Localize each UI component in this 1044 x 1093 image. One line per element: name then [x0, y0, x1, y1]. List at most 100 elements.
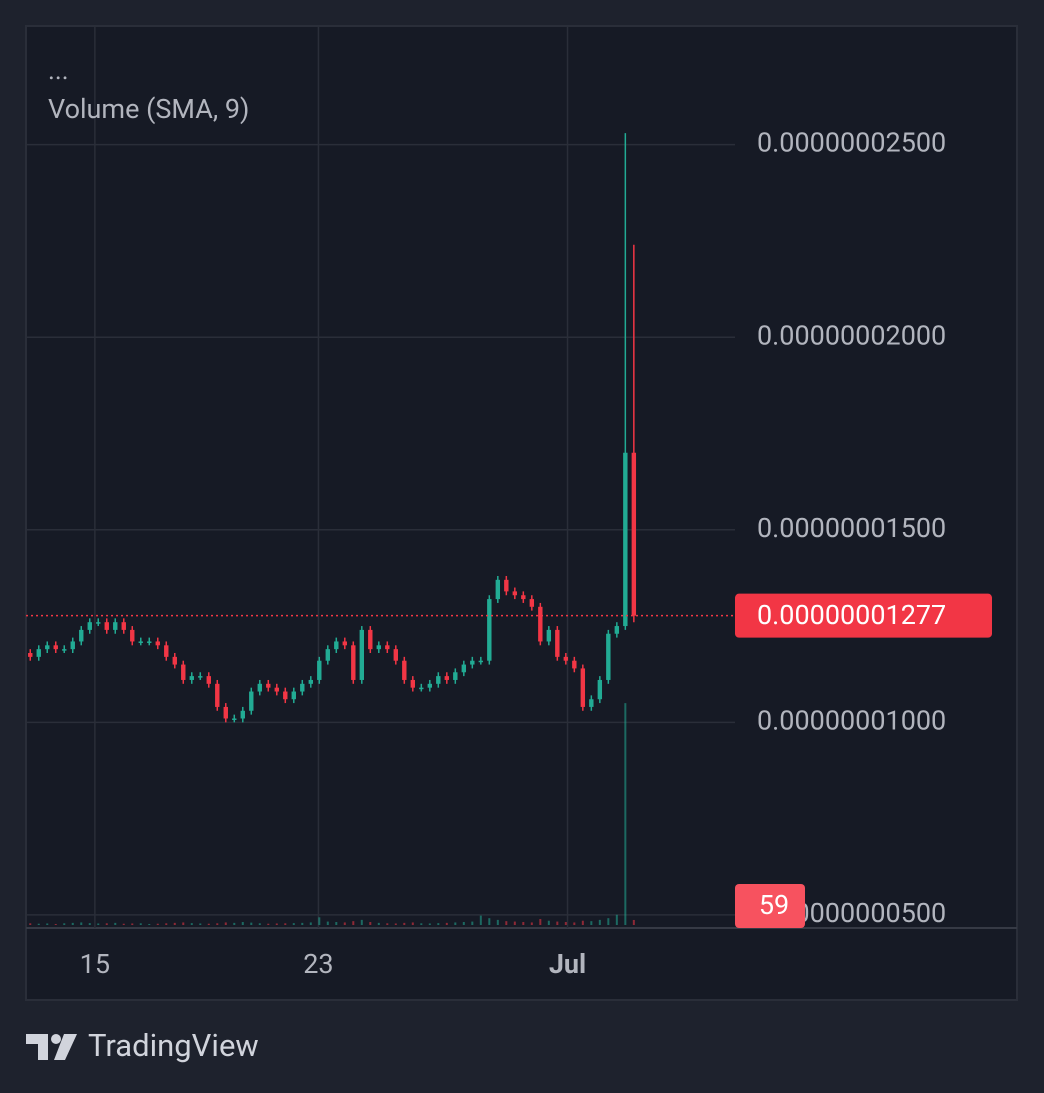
candle-body [631, 452, 637, 616]
volume-bar [556, 921, 559, 925]
candle-body [172, 656, 177, 665]
y-tick-label: 0.00000001000 [757, 704, 946, 736]
volume-bar [97, 923, 100, 925]
candle-body [478, 660, 484, 663]
volume-bar [352, 921, 355, 925]
volume-bar [471, 921, 474, 925]
candle-body [45, 645, 50, 650]
volume-bar [437, 923, 440, 925]
candle-body [334, 641, 339, 650]
candle-body [436, 676, 441, 684]
candle-body [266, 683, 271, 688]
volume-bar [360, 919, 363, 925]
candle-body [223, 706, 228, 719]
volume-bar [369, 922, 372, 925]
volume-bar [598, 919, 601, 925]
volume-bar [241, 922, 244, 925]
volume-bar [343, 922, 346, 925]
candle-body [283, 691, 288, 700]
volume-bar [275, 923, 278, 925]
candle-body [181, 664, 186, 680]
volume-bar [199, 923, 202, 925]
volume-bar [318, 917, 321, 925]
candle-body [138, 641, 143, 643]
candle-body [189, 676, 194, 680]
volume-bar [547, 920, 550, 925]
candle-body [555, 629, 560, 657]
volume-bar [496, 919, 499, 925]
y-tick-label: 0.00000002500 [757, 127, 946, 159]
volume-bar [267, 923, 270, 925]
candle-body [113, 622, 118, 630]
candle-body [589, 699, 594, 707]
volume-bar [326, 921, 329, 925]
volume-bar [284, 923, 287, 925]
volume-bars [29, 703, 635, 925]
volume-bar [335, 922, 338, 925]
volume-bar [377, 922, 380, 925]
candle-body [325, 649, 330, 661]
candle-body [444, 676, 450, 680]
candle-body [580, 668, 586, 707]
volume-bar [182, 922, 185, 925]
volume-bar [564, 922, 567, 925]
candle-body [453, 672, 458, 680]
candle-body [342, 641, 347, 646]
volume-bar [581, 920, 584, 925]
last-price-label: 0.00000001277 [757, 599, 946, 631]
candles [28, 133, 637, 723]
volume-bar [37, 923, 40, 925]
candle-body [359, 629, 364, 680]
last-price-badge [735, 593, 992, 638]
volume-bar [207, 923, 210, 925]
volume-bar [29, 923, 32, 925]
candle-body [410, 679, 416, 688]
candle-body [62, 649, 67, 651]
volume-bar [632, 919, 635, 925]
volume-bar [258, 923, 261, 925]
volume-bar [462, 922, 465, 925]
volume-bar [250, 922, 253, 925]
brand-logo [26, 1034, 77, 1060]
x-tick-label: 15 [80, 948, 110, 980]
volume-bar [394, 923, 397, 925]
volume-bar [420, 923, 423, 925]
x-tick-label: 23 [303, 948, 333, 980]
volume-bar [88, 923, 91, 925]
y-tick-label: 0.00000002000 [757, 319, 946, 351]
candle-body [87, 622, 92, 630]
candle-body [563, 656, 569, 661]
volume-bar [488, 918, 491, 925]
candle-body [495, 579, 501, 600]
volume-bar [386, 923, 389, 925]
volume-bar [624, 703, 627, 925]
candle-body [368, 629, 373, 650]
volume-bar [573, 922, 576, 925]
candle-body [376, 645, 381, 650]
volume-bar [139, 923, 142, 925]
candle-body [521, 595, 526, 600]
candle-body [257, 683, 262, 692]
volume-bar [233, 922, 236, 925]
candle-body [538, 606, 543, 642]
volume-bar [522, 922, 525, 925]
brand-name: TradingView [88, 1027, 259, 1064]
volume-bar [615, 914, 618, 925]
candle-body [147, 641, 152, 643]
candle-body [53, 645, 58, 650]
volume-bar [428, 923, 431, 925]
volume-bar [148, 923, 151, 925]
candle-body [427, 683, 433, 688]
candle-body [623, 452, 628, 627]
volume-bar [309, 922, 312, 925]
candle-body [546, 629, 552, 642]
legend-title: ... [48, 56, 69, 86]
volume-bar [607, 918, 610, 925]
candle-body [206, 676, 211, 684]
volume-bar [445, 922, 448, 925]
volume-bar [54, 923, 57, 925]
candle-body [215, 683, 220, 707]
candle-body [70, 641, 75, 650]
